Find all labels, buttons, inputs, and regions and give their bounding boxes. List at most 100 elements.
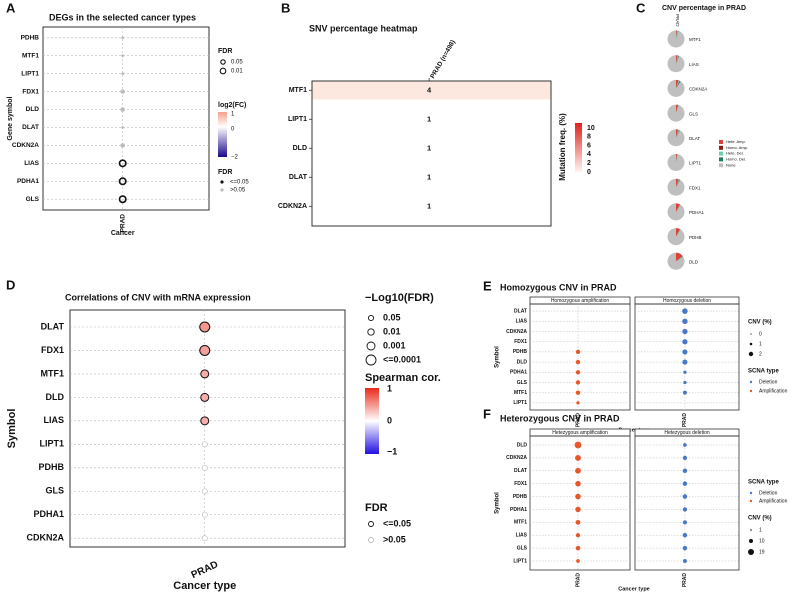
- panel-d-legend-sp-title: Spearman cor.: [365, 372, 441, 384]
- panel-b-colorbar: [575, 123, 582, 172]
- panel-f-title: Heterozygous CNV in PRAD: [500, 413, 620, 423]
- panel-c-legend-swatch: [719, 140, 723, 144]
- panel-e-legend-cnv-label: 2: [759, 351, 762, 357]
- panel-a-legend-sig-label: <=0.05: [230, 180, 249, 186]
- panel-a-point: [120, 143, 125, 148]
- panel-b-cell-value: 4: [427, 85, 432, 94]
- panel-c-pie-slice: [676, 178, 679, 188]
- panel-d-tick-label: CDKN2A: [26, 533, 64, 543]
- panel-e-tick-label: PDHA1: [510, 370, 527, 376]
- panel-d-legend-sig-symbol: [368, 537, 374, 543]
- panel-d-tick-label: FDX1: [41, 345, 64, 355]
- panel-d-x-axis-label: Cancer type: [173, 580, 236, 592]
- panel-a-point: [120, 89, 125, 94]
- panel-f-point-deletion: [682, 520, 688, 525]
- panel-c-pie-slice: [676, 203, 681, 212]
- panel-a-colorbar: [218, 112, 227, 157]
- panel-c-pie-slice: [676, 204, 681, 212]
- panel-d-point: [200, 416, 210, 426]
- panel-e-point-deletion: [682, 308, 688, 314]
- panel-f-y-axis-label: Symbol: [495, 492, 501, 514]
- panel-b-colorbar-tick: 10: [587, 125, 595, 132]
- panel-d-tick-label: DLAT: [41, 321, 65, 331]
- panel-a-colorbar-tick: −2: [231, 155, 239, 161]
- panel-f-point-amplification: [575, 519, 581, 525]
- panel-f-point-deletion: [682, 455, 688, 461]
- panel-c-legend-swatch: [719, 157, 723, 162]
- panel-letter-d: D: [6, 277, 15, 292]
- panel-e-point-deletion: [683, 380, 687, 385]
- panel-c-pie-slice: [676, 129, 680, 138]
- panel-d-colorbar-tick: −1: [387, 446, 397, 456]
- panel-c-pie-slice: [676, 129, 680, 138]
- panel-c-pie-slice: [676, 104, 680, 114]
- panel-e-x-axis-label: Cancer type: [618, 427, 650, 433]
- panel-a-tick-label: LIPT1: [21, 70, 39, 77]
- panel-c-gene-label: PDHA1: [689, 210, 705, 215]
- panel-e-legend-cnv-title: CNV (%): [748, 320, 772, 326]
- panel-a-legend-fdr-label: 0.01: [231, 69, 243, 75]
- panel-letter-b: B: [281, 0, 290, 15]
- panel-c-legend-swatch: [719, 163, 723, 168]
- panel-e-legend-cnv-label: 0: [759, 331, 762, 337]
- panel-d-point: [201, 535, 208, 542]
- panel-d-legend-sig-label: <=0.05: [383, 518, 411, 528]
- panel-b-row-label: CDKN2A: [278, 203, 307, 210]
- panel-b-cell: [312, 81, 551, 100]
- panel-d-point: [201, 488, 208, 495]
- panel-e-point-amplification: [576, 401, 580, 405]
- panel-a-point: [121, 126, 125, 129]
- panel-c-pie-slice: [676, 179, 680, 188]
- panel-c-gene-label: GLS: [689, 111, 698, 116]
- panel-e-point-amplification: [575, 390, 581, 395]
- panel-c-pie-slice: [676, 229, 681, 237]
- panel-e-legend-type-label: Amplification: [759, 388, 788, 394]
- panel-f-point-deletion: [682, 494, 688, 499]
- panel-c-pie-slice: [676, 30, 678, 39]
- panel-f-legend-cnv-title: CNV (%): [748, 516, 772, 522]
- panel-a-tick-label: GLS: [26, 196, 40, 203]
- panel-f-legend-cnv-symbol: [748, 549, 754, 555]
- panel-b-cell-value: 1: [427, 114, 431, 123]
- panel-d-point: [201, 441, 208, 448]
- panel-d-legend-sig-symbol: [368, 521, 374, 527]
- panel-f-point-amplification: [575, 545, 581, 551]
- panel-c-gene-label: LIAS: [689, 62, 699, 67]
- panel-f-tick-label: FDX1: [514, 481, 527, 487]
- panel-e-x-tick-label: PRAD: [682, 413, 688, 428]
- panel-d-legend-fdr-title: −Log10(FDR): [365, 292, 434, 304]
- panel-c-legend-label: Homo. Del.: [726, 156, 746, 161]
- panel-a-point: [121, 54, 125, 58]
- panel-a-legend-fdr-title: FDR: [218, 48, 232, 55]
- panel-e-tick-label: MTF1: [514, 390, 527, 396]
- panel-c-legend-label: Hete. Amp.: [726, 139, 746, 144]
- panel-f-point-deletion: [682, 545, 688, 551]
- panel-d-tick-label: GLS: [45, 486, 64, 496]
- panel-d-colorbar-tick: 1: [387, 383, 392, 393]
- panel-f-tick-label: DLAT: [514, 468, 527, 474]
- panel-e-tick-label: PDHB: [513, 349, 528, 355]
- panel-e-point-deletion: [682, 339, 688, 345]
- panel-d-point: [200, 392, 210, 402]
- panel-f-tick-label: CDKN2A: [506, 455, 527, 461]
- panel-letter-a: A: [6, 0, 16, 15]
- panel-d-legend-fdr-label: 0.05: [383, 312, 401, 322]
- panel-c-pie-slice: [676, 55, 679, 64]
- panel-d-legend-fdr-symbol: [367, 314, 375, 322]
- panel-e-legend-type-symbol: [749, 380, 753, 384]
- panel-e-facet-label: Homozygous amplification: [551, 298, 610, 304]
- panel-d-legend-fdr-symbol: [367, 328, 375, 336]
- panel-e-legend-type-label: Deletion: [759, 379, 778, 385]
- panel-f-legend-cnv-label: 19: [759, 549, 765, 555]
- panel-c-legend-label: Homo. Amp.: [726, 145, 748, 150]
- panel-f-point-amplification: [576, 559, 580, 563]
- panel-b-cell-value: 1: [427, 172, 431, 181]
- panel-f-point-deletion: [682, 481, 688, 486]
- panel-c-pie-slice: [676, 80, 681, 89]
- panel-letter-c: C: [636, 0, 646, 15]
- panel-d-y-axis-label: Symbol: [6, 409, 18, 449]
- panel-b-colorbar-tick: 0: [587, 169, 591, 176]
- panel-c-legend-swatch: [719, 145, 723, 150]
- panel-c-legend-label: None: [726, 162, 736, 167]
